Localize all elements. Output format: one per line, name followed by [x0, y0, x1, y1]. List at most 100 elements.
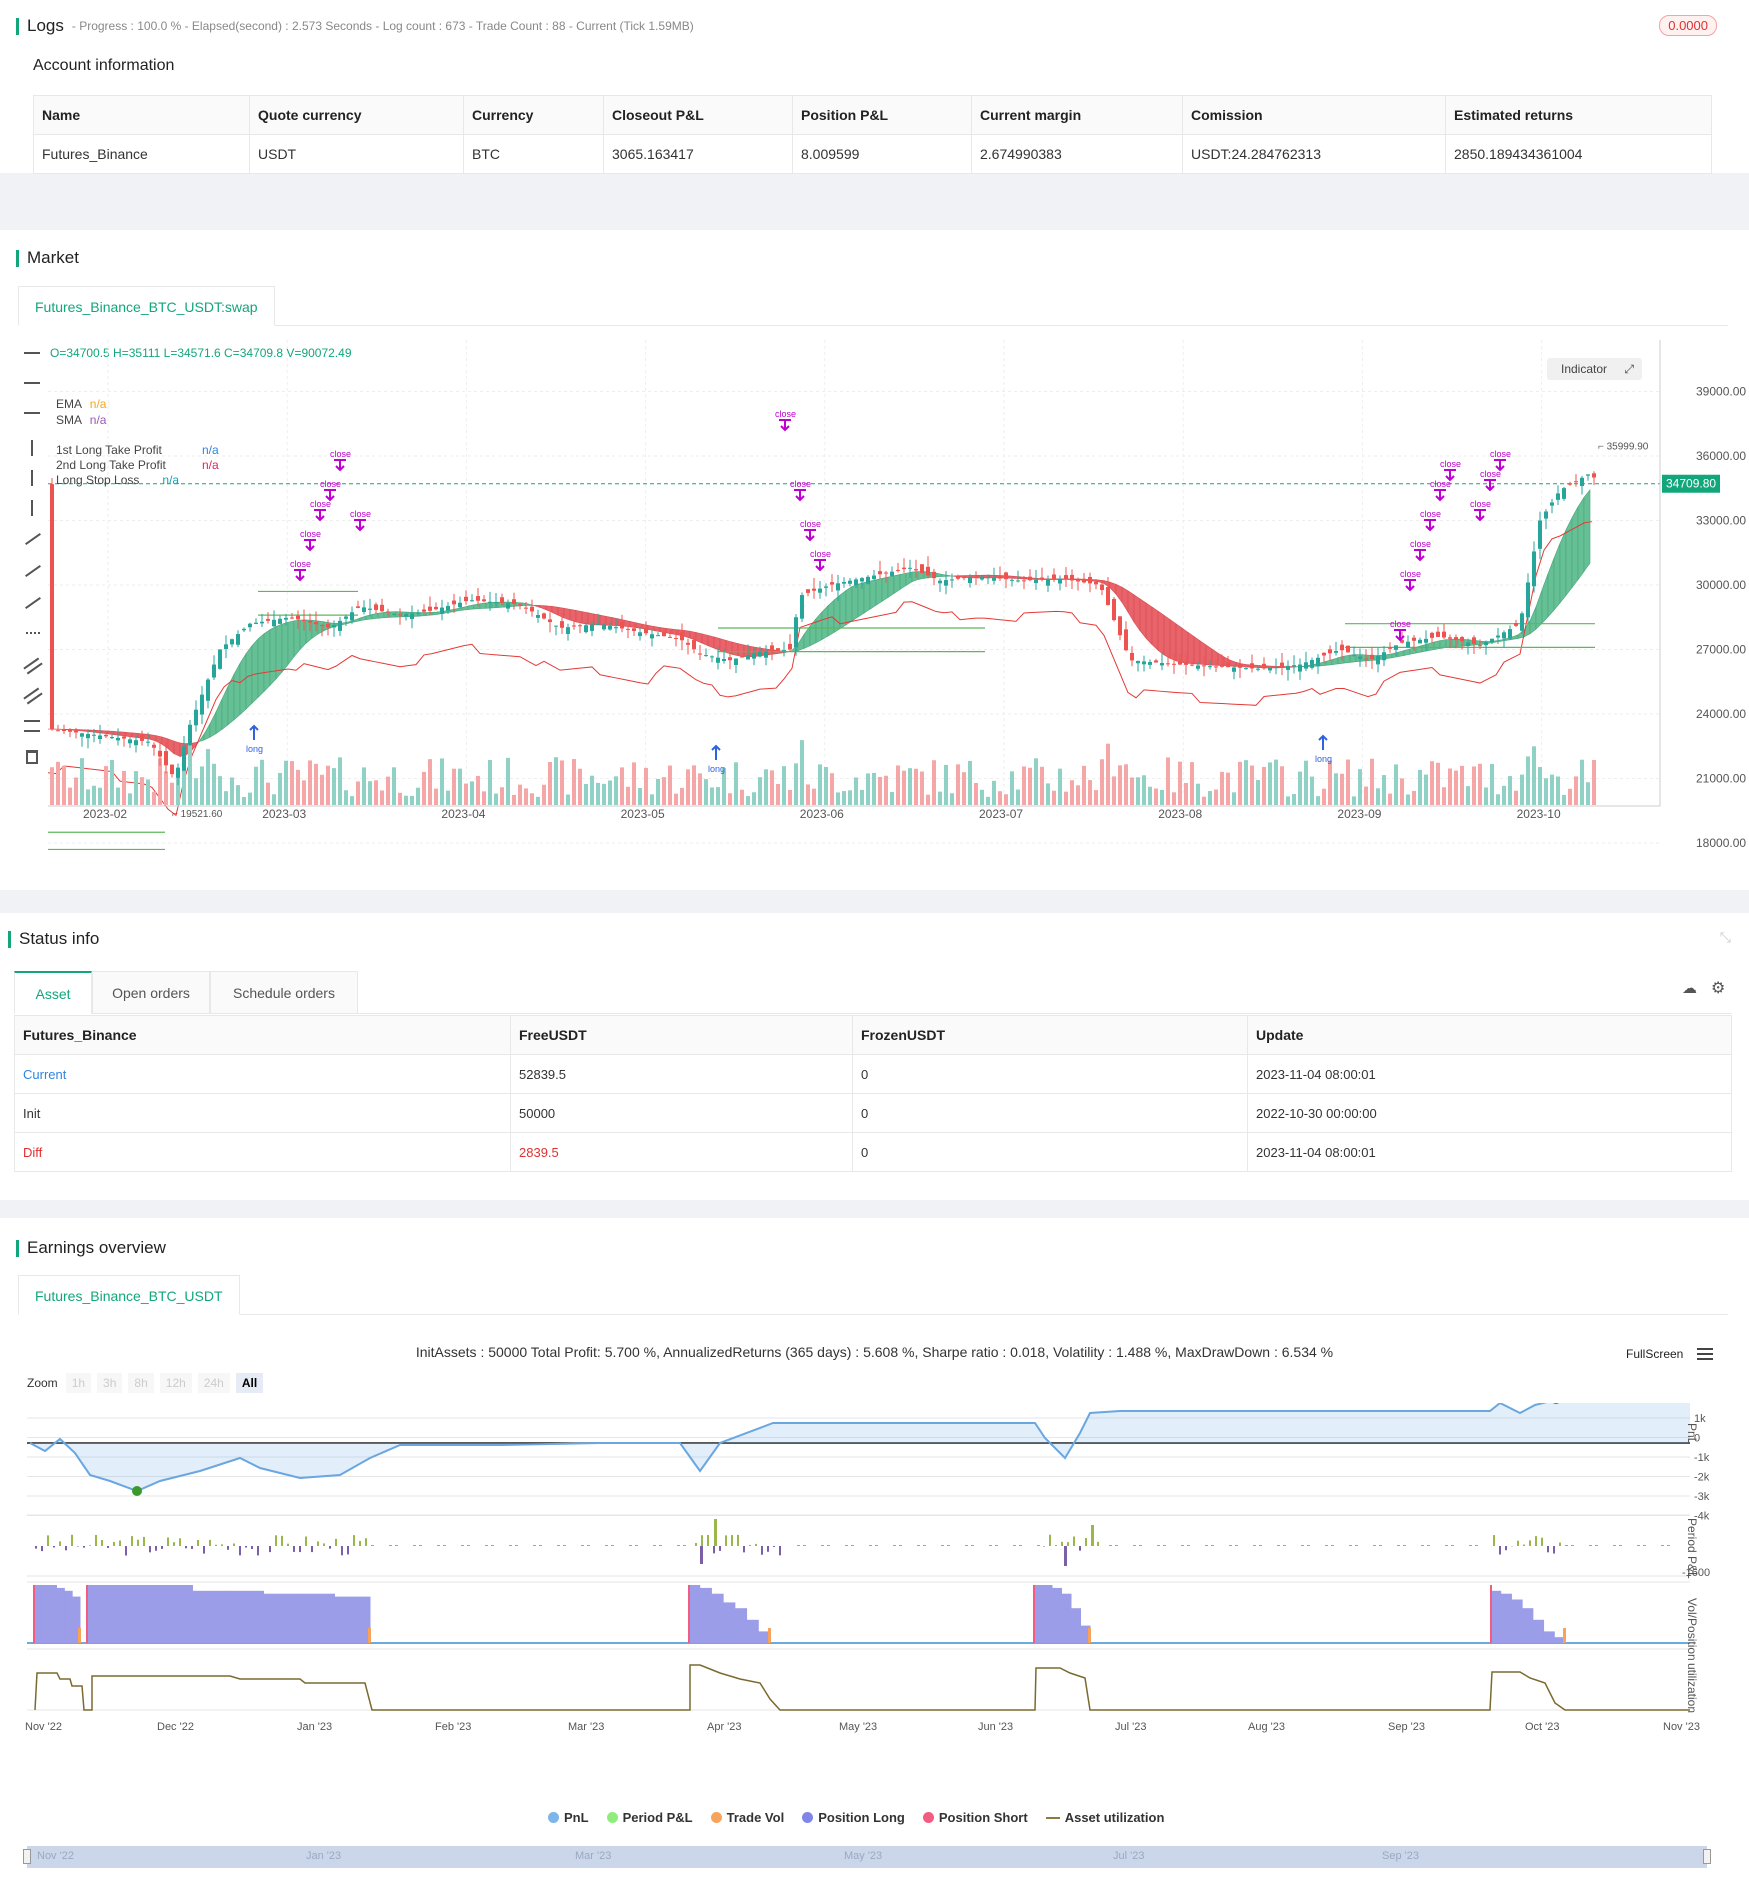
long-marker-label: long	[246, 744, 263, 754]
legend-item[interactable]: Position Short	[922, 1810, 1028, 1825]
period-pnl-bar	[83, 1546, 85, 1548]
navigator-handle-left[interactable]	[23, 1849, 31, 1864]
period-pnl-bar	[1277, 1545, 1280, 1546]
lines-tool[interactable]	[24, 720, 40, 732]
volume-bar	[764, 769, 768, 805]
zoom-12h[interactable]: 12h	[159, 1373, 192, 1393]
period-pnl-bar	[845, 1545, 848, 1546]
vertical-ray-tool[interactable]	[31, 470, 33, 486]
collapse-icon[interactable]: ⤡	[1719, 929, 1731, 945]
candle-body	[182, 746, 186, 771]
price-tick-label: 33000.00	[1696, 514, 1746, 528]
candle-body	[170, 764, 174, 775]
horizontal-ray-tool[interactable]	[24, 382, 40, 384]
price-tick-label: 24000.00	[1696, 707, 1746, 721]
candle-body	[446, 605, 450, 611]
volume-bar	[164, 771, 168, 805]
tab-asset[interactable]: Asset	[14, 971, 92, 1014]
earnings-tab[interactable]: Futures_Binance_BTC_USDT	[18, 1275, 240, 1315]
candle-body	[638, 632, 642, 637]
period-pnl-bar	[611, 1545, 614, 1546]
horizontal-line-tool[interactable]	[24, 352, 40, 354]
menu-icon[interactable]	[1696, 1348, 1713, 1360]
horizontal-segment-tool[interactable]	[24, 412, 40, 414]
zoom-3h[interactable]: 3h	[97, 1373, 123, 1393]
volume-bar	[1304, 760, 1308, 805]
pnl-line	[29, 1403, 1548, 1493]
legend-item[interactable]: PnL	[548, 1810, 589, 1825]
volume-bar	[1508, 776, 1512, 805]
indicator-button[interactable]: Indicator ⤢	[1547, 358, 1642, 380]
legend-item[interactable]: Position Long	[802, 1810, 905, 1825]
legend-item[interactable]: Asset utilization	[1045, 1810, 1164, 1825]
period-pnl-bar	[179, 1538, 181, 1546]
candle-body	[710, 656, 714, 658]
volume-bar	[572, 759, 576, 805]
volume-bar	[638, 788, 642, 805]
navigator[interactable]: Nov '22 Jan '23 Mar '23 May '23 Jul '23 Sep '…	[23, 1846, 1711, 1868]
candle-body	[230, 639, 234, 645]
candle-body	[284, 617, 288, 620]
expand-icon[interactable]: ⤢	[1624, 362, 1634, 376]
candle-body	[308, 621, 312, 623]
vertical-line-tool[interactable]	[31, 440, 33, 456]
period-pnl-bar	[1379, 1545, 1382, 1546]
candle-body	[1556, 493, 1560, 500]
candle-body	[878, 571, 882, 575]
volume-bar	[1424, 774, 1428, 805]
period-pnl-bar	[197, 1539, 199, 1546]
volume-bar	[1454, 770, 1458, 805]
legend-item[interactable]: Trade Vol	[710, 1810, 784, 1825]
zoom-24h[interactable]: 24h	[197, 1373, 230, 1393]
volume-bar	[380, 790, 384, 805]
zoom-1h[interactable]: 1h	[65, 1373, 92, 1393]
volume-bar	[602, 783, 606, 805]
volume-bar	[368, 781, 372, 805]
tab-open-orders[interactable]: Open orders	[92, 971, 210, 1014]
gear-icon[interactable]: ⚙	[1711, 980, 1726, 997]
long-marker	[249, 724, 259, 740]
trash-icon[interactable]	[26, 750, 38, 764]
candle-body	[1376, 655, 1380, 665]
position-long-bar	[699, 1587, 712, 1643]
market-tab[interactable]: Futures_Binance_BTC_USDT:swap	[18, 286, 275, 326]
tab-schedule-orders[interactable]: Schedule orders	[210, 971, 358, 1014]
volume-bar	[182, 762, 186, 805]
period-pnl-bar	[1097, 1541, 1099, 1546]
period-pnl-bar	[353, 1535, 355, 1546]
volume-bar	[254, 766, 258, 805]
date-tick-label: Oct '23	[1525, 1721, 1560, 1733]
close-marker-label: close	[1390, 619, 1411, 629]
date-tick-label: Aug '23	[1248, 1721, 1285, 1733]
volume-bar	[956, 764, 960, 805]
position-long-bar	[86, 1585, 122, 1643]
zoom-all[interactable]: All	[235, 1373, 264, 1393]
legend-item[interactable]: Period P&L	[606, 1810, 693, 1825]
period-pnl-bar	[677, 1545, 680, 1546]
ema-sma-band	[299, 619, 307, 651]
period-pnl-bar	[1373, 1545, 1376, 1546]
cloud-download-icon[interactable]: ☁	[1682, 980, 1697, 997]
earnings-legend: PnL Period P&L Trade Vol Position Long Posit…	[548, 1810, 1182, 1825]
volume-bar	[350, 796, 354, 805]
period-pnl-bar	[1595, 1545, 1598, 1546]
volume-bar	[284, 760, 288, 805]
fullscreen-button[interactable]: FullScreen	[1626, 1346, 1713, 1361]
close-marker-label: close	[310, 499, 331, 509]
volume-bar	[1184, 783, 1188, 805]
position-long-bar	[72, 1596, 81, 1643]
volume-bar	[1466, 786, 1470, 805]
price-range-tool[interactable]	[26, 632, 40, 638]
navigator-handle-right[interactable]	[1703, 1849, 1711, 1864]
candle-body	[1004, 572, 1008, 580]
candle-body	[1196, 665, 1200, 669]
volume-bar	[1370, 758, 1374, 805]
period-pnl-bar	[1523, 1544, 1525, 1546]
account-header: Position P&L	[792, 95, 972, 135]
volume-bar	[626, 786, 630, 805]
zoom-8h[interactable]: 8h	[128, 1373, 154, 1393]
volume-bar	[218, 776, 222, 805]
close-marker-label: close	[290, 559, 311, 569]
period-pnl-bar	[71, 1534, 73, 1546]
vertical-segment-tool[interactable]	[31, 500, 33, 516]
